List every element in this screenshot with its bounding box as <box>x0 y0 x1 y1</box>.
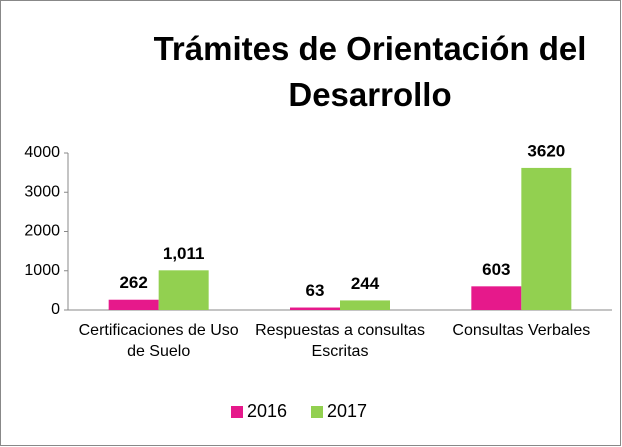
data-label: 603 <box>482 260 510 279</box>
x-tick-label: Certificaciones de Uso de Suelo <box>78 322 239 360</box>
bar <box>290 307 340 310</box>
y-tick-label: 1000 <box>24 262 60 279</box>
bar <box>340 300 390 310</box>
data-label: 1,011 <box>163 244 205 263</box>
x-tick-label: Respuestas a consultas Escritas <box>255 322 425 360</box>
bar <box>471 286 522 310</box>
bar <box>158 270 209 310</box>
data-label: 3620 <box>527 141 565 160</box>
y-tick-label: 4000 <box>24 144 60 161</box>
data-label: 244 <box>351 274 380 293</box>
legend-label: 2016 <box>247 401 287 421</box>
y-tick-label: 3000 <box>24 183 60 200</box>
bar <box>521 167 572 310</box>
y-tick-label: 2000 <box>24 223 60 240</box>
x-tick-label: Consultas Verbales <box>452 322 591 339</box>
bar <box>108 299 159 310</box>
legend-label: 2017 <box>327 401 367 421</box>
data-label: 262 <box>119 273 147 292</box>
legend-swatch <box>231 406 243 418</box>
chart-title: Trámites de Orientación del Desarrollo <box>153 30 587 113</box>
y-tick-label: 0 <box>51 301 60 318</box>
legend-swatch <box>311 406 323 418</box>
data-label: 63 <box>306 281 325 300</box>
